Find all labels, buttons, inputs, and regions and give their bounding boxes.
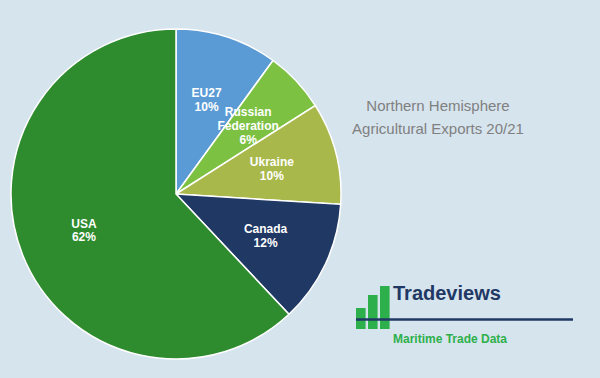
svg-text:Maritime Trade Data: Maritime Trade Data bbox=[393, 332, 507, 346]
svg-text:Canada12%: Canada12% bbox=[244, 222, 288, 250]
svg-text:Tradeviews: Tradeviews bbox=[393, 282, 501, 304]
svg-text:Ukraine10%: Ukraine10% bbox=[250, 155, 294, 183]
svg-text:USA62%: USA62% bbox=[71, 217, 97, 245]
html-text:Northern Hemisphere Agricultur: Northern Hemisphere Agricultural Exports… bbox=[352, 97, 524, 137]
svg-text:RussianFederation6%: RussianFederation6% bbox=[217, 105, 278, 147]
svg-text:EU2710%: EU2710% bbox=[192, 86, 222, 114]
